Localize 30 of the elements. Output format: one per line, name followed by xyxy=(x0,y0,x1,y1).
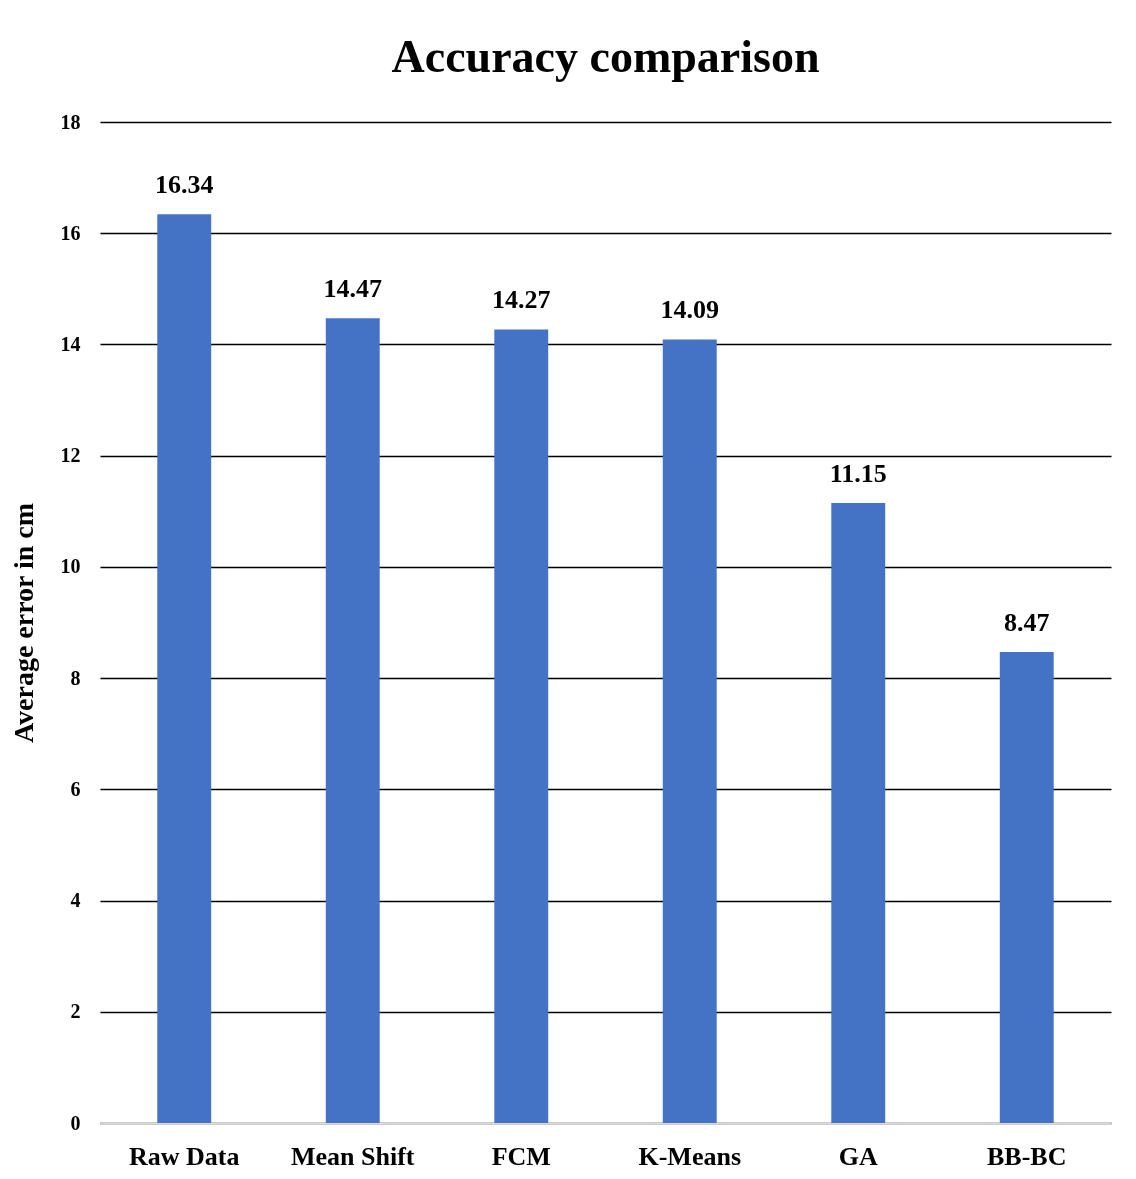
data-label: 14.09 xyxy=(660,295,719,325)
y-tick-label: 8 xyxy=(70,666,81,689)
data-label: 14.27 xyxy=(492,285,551,315)
x-tick-label: FCM xyxy=(491,1141,551,1171)
y-tick-label: 18 xyxy=(60,110,81,133)
x-tick-label: Mean Shift xyxy=(291,1141,415,1171)
bar xyxy=(325,318,380,1123)
bar xyxy=(999,651,1054,1123)
y-tick-label: 4 xyxy=(70,889,81,912)
x-tick-label: GA xyxy=(838,1141,878,1171)
y-tick-label: 10 xyxy=(60,555,81,578)
bar xyxy=(157,214,212,1123)
data-label: 11.15 xyxy=(829,458,887,488)
data-label: 16.34 xyxy=(155,170,214,200)
y-tick-label: 6 xyxy=(70,777,81,800)
y-tick-label: 16 xyxy=(60,221,81,244)
x-tick-label: Raw Data xyxy=(129,1141,240,1171)
bar xyxy=(494,329,549,1123)
y-tick-label: 14 xyxy=(60,332,81,355)
y-tick-label: 0 xyxy=(70,1111,81,1134)
y-axis-title: Average error in cm xyxy=(7,502,39,744)
chart-title: Accuracy comparison xyxy=(391,31,820,82)
x-tick-label: K-Means xyxy=(638,1141,742,1171)
bar xyxy=(831,502,886,1123)
y-tick-label: 12 xyxy=(60,444,81,467)
x-tick-label: BB-BC xyxy=(987,1141,1067,1171)
data-label: 8.47 xyxy=(1004,607,1050,637)
data-label: 14.47 xyxy=(323,274,382,304)
bar xyxy=(662,339,717,1123)
y-tick-label: 2 xyxy=(70,1000,81,1023)
